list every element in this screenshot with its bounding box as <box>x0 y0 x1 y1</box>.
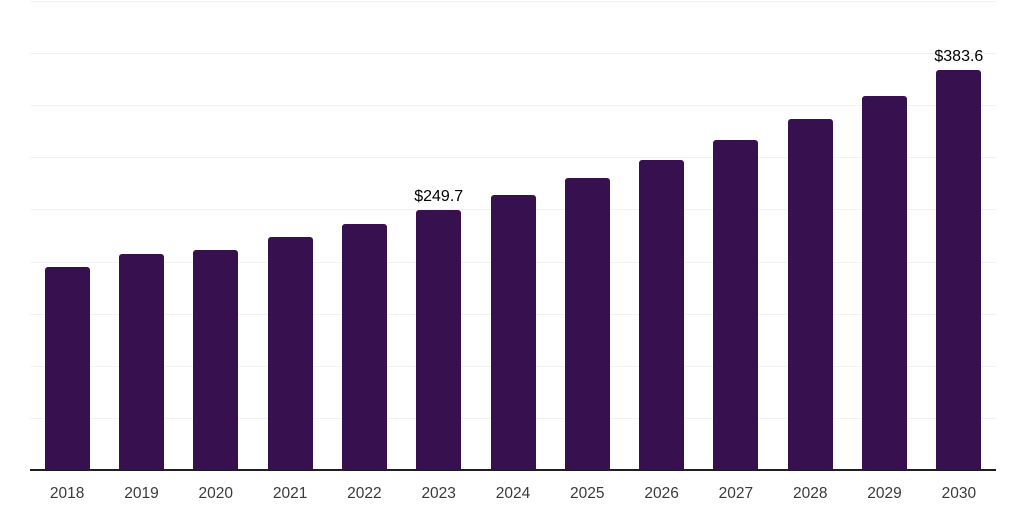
x-tick-label-2020: 2020 <box>198 485 233 502</box>
x-tick-label-2030: 2030 <box>941 485 977 502</box>
gridline-400 <box>30 53 996 55</box>
gridline-350 <box>30 105 996 107</box>
bar-2023 <box>416 209 462 470</box>
x-tick-label-2026: 2026 <box>644 485 679 502</box>
bar-2018 <box>44 266 90 470</box>
x-tick-label-2022: 2022 <box>347 485 382 502</box>
x-tick-label-2029: 2029 <box>867 485 902 502</box>
data-label-2023: $249.7 <box>414 187 464 205</box>
x-tick-label-2019: 2019 <box>124 485 159 502</box>
bar-2020 <box>193 249 239 470</box>
bar-2030 <box>936 70 982 470</box>
x-tick-label-2021: 2021 <box>272 485 308 502</box>
gridline-300 <box>30 157 996 159</box>
x-axis-line <box>30 469 996 471</box>
x-tick-label-2023: 2023 <box>421 485 456 502</box>
bar-2027 <box>713 139 759 470</box>
x-tick-label-2028: 2028 <box>792 485 828 502</box>
bar-2021 <box>267 236 313 470</box>
x-tick-label-2024: 2024 <box>495 485 531 502</box>
bar-2024 <box>490 194 536 470</box>
x-tick-label-2025: 2025 <box>570 485 605 502</box>
data-label-2030: $383.6 <box>934 48 984 66</box>
bar-2028 <box>787 118 833 470</box>
bar-2025 <box>564 178 610 470</box>
x-tick-label-2018: 2018 <box>49 485 85 502</box>
x-tick-label-2027: 2027 <box>718 485 754 502</box>
bar-2026 <box>639 159 685 470</box>
bar-2029 <box>862 95 908 470</box>
bar-2022 <box>341 223 387 470</box>
bar-2019 <box>118 254 164 470</box>
gridline-450 <box>30 1 996 2</box>
